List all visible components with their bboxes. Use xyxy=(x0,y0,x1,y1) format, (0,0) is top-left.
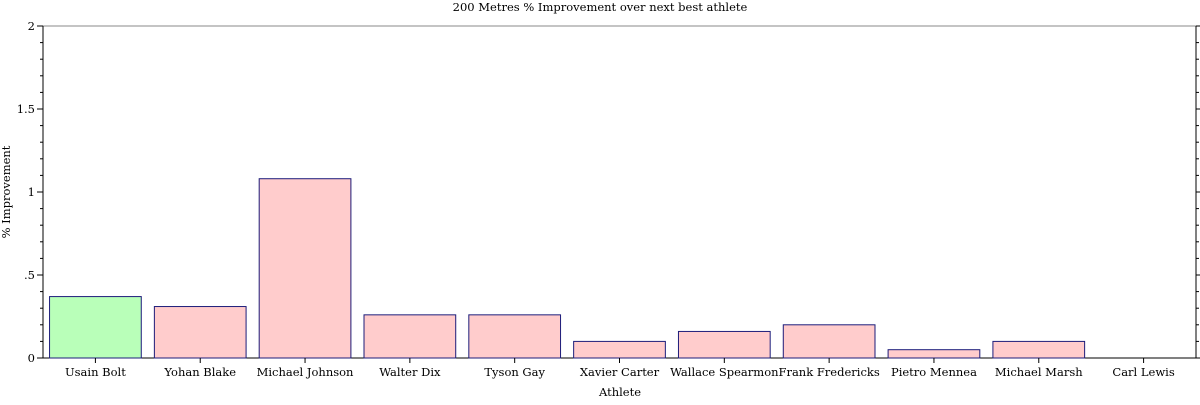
bar xyxy=(887,349,981,359)
bar xyxy=(468,314,562,359)
x-tick-label: Frank Fredericks xyxy=(778,365,879,379)
x-tick-label: Walter Dix xyxy=(379,365,441,379)
bar xyxy=(573,340,666,359)
x-tick-label: Michael Marsh xyxy=(995,365,1083,379)
y-tick-label: 1.5 xyxy=(17,102,35,116)
x-tick-label: Usain Bolt xyxy=(65,365,126,379)
x-tick-label: Pietro Mennea xyxy=(891,365,977,379)
bar xyxy=(992,340,1086,359)
y-axis-ticks: 0 .5 1 1.5 2 xyxy=(17,19,1200,365)
y-tick-label: 1 xyxy=(28,185,35,199)
chart-title: 200 Metres % Improvement over next best … xyxy=(453,0,748,14)
x-tick-label: Wallace Spearmon xyxy=(670,365,779,379)
bar xyxy=(153,306,247,359)
bar xyxy=(49,296,142,359)
x-tick-label: Yohan Blake xyxy=(163,365,236,379)
bar xyxy=(677,330,771,359)
bar xyxy=(258,178,352,359)
x-tick-label: Xavier Carter xyxy=(580,365,660,379)
x-axis-label: Athlete xyxy=(598,385,641,399)
y-tick-label: .5 xyxy=(24,268,35,282)
x-tick-label: Carl Lewis xyxy=(1112,365,1174,379)
x-tick-label: Tyson Gay xyxy=(484,365,545,379)
y-tick-label: 0 xyxy=(28,351,35,365)
bar xyxy=(782,324,876,359)
y-axis-label: % Improvement xyxy=(0,145,13,238)
bars-group xyxy=(49,178,1086,359)
x-tick-label: Michael Johnson xyxy=(257,365,354,379)
x-axis-tick-labels: Usain Bolt Yohan Blake Michael Johnson Walt… xyxy=(65,358,1175,379)
y-tick-label: 2 xyxy=(28,19,35,33)
bar xyxy=(363,314,457,359)
